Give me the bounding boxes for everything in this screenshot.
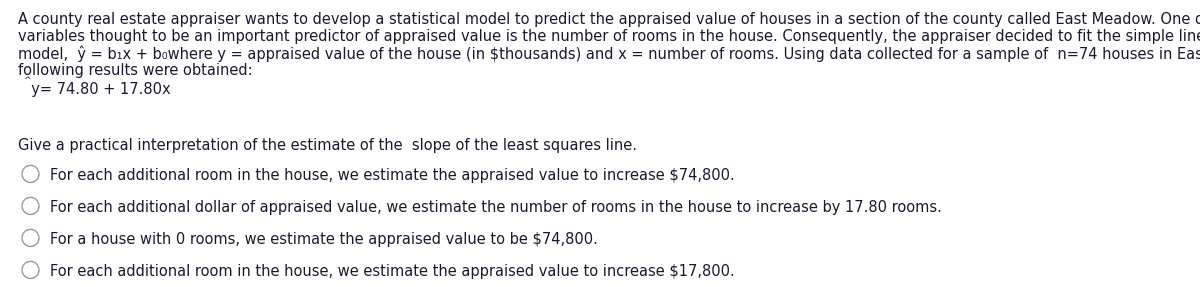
Text: For each additional room in the house, we estimate the appraised value to increa: For each additional room in the house, w…	[50, 168, 734, 183]
Text: y= 74.80 + 17.80x: y= 74.80 + 17.80x	[22, 82, 170, 97]
Text: following results were obtained:: following results were obtained:	[18, 63, 253, 78]
Text: ^: ^	[23, 76, 30, 85]
Text: Give a practical interpretation of the estimate of the  slope of the least squar: Give a practical interpretation of the e…	[18, 138, 637, 153]
Text: variables thought to be an important predictor of appraised value is the number : variables thought to be an important pre…	[18, 29, 1200, 44]
Text: model,  ŷ = b₁x + b₀where y = appraised value of the house (in $thousands) and x: model, ŷ = b₁x + b₀where y = appraised v…	[18, 46, 1200, 63]
Text: For a house with 0 rooms, we estimate the appraised value to be $74,800.: For a house with 0 rooms, we estimate th…	[50, 232, 598, 247]
Text: For each additional dollar of appraised value, we estimate the number of rooms i: For each additional dollar of appraised …	[50, 200, 942, 215]
Text: For each additional room in the house, we estimate the appraised value to increa: For each additional room in the house, w…	[50, 264, 734, 279]
Text: A county real estate appraiser wants to develop a statistical model to predict t: A county real estate appraiser wants to …	[18, 12, 1200, 27]
